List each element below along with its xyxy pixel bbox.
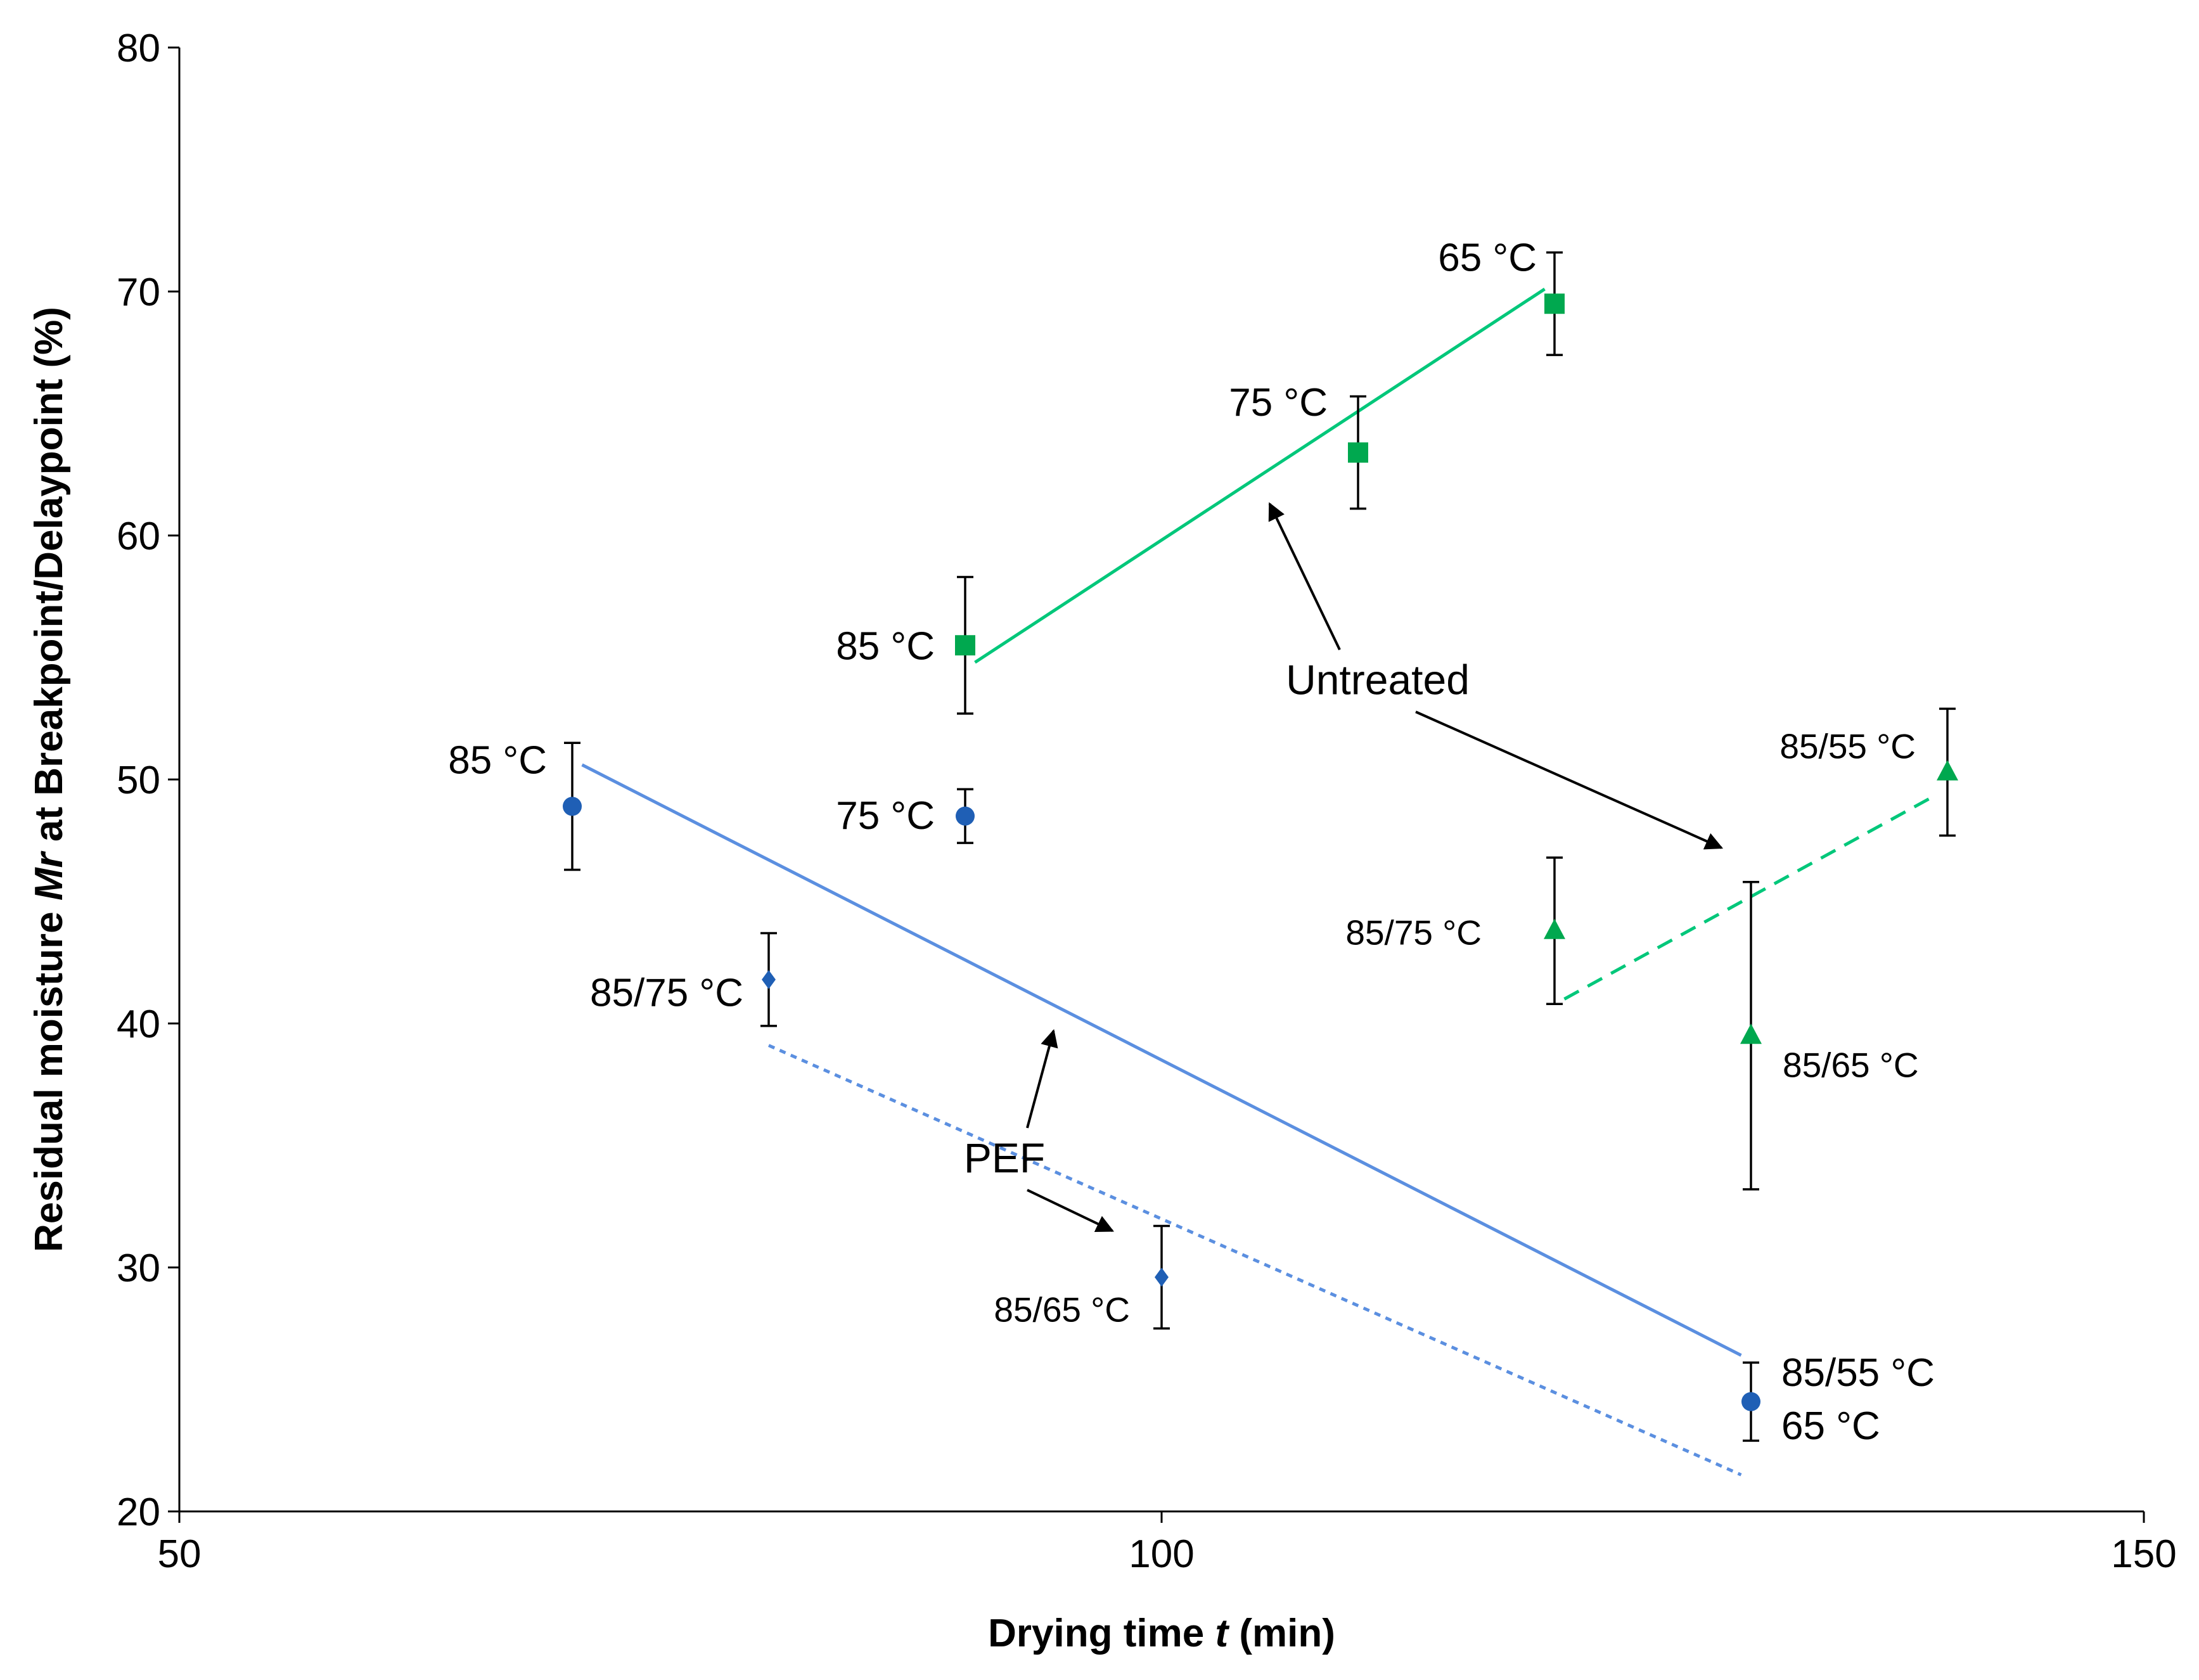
x-axis-title: Drying time t (min) (988, 1612, 1335, 1655)
data-point-circle (563, 797, 582, 816)
trendline-group (581, 288, 1939, 1477)
data-point-square (955, 635, 975, 656)
x-tick-label: 50 (158, 1532, 202, 1576)
data-point-label: 75 °C (1229, 381, 1328, 425)
data-point-circle (956, 806, 975, 826)
point-label-group: 85 °C 75 °C 65 °C 85/75 °C 85/65 °C 85/55 °C 8… (448, 236, 1935, 1448)
marker-group (563, 293, 1958, 1411)
y-tick-label: 60 (117, 515, 160, 558)
data-point-label: 85 °C (836, 624, 935, 668)
data-point-label: 85/75 °C (590, 971, 743, 1015)
annotation-arrow (1268, 502, 1341, 651)
data-point-square (1348, 442, 1368, 463)
data-point-triangle (1544, 918, 1565, 939)
pef-solid-trendline (581, 763, 1742, 1357)
annotation-arrow (1026, 1029, 1058, 1129)
data-point-label: 85/75 °C (1345, 913, 1482, 952)
data-point-label: 85/65 °C (1783, 1045, 1919, 1084)
untreated-dashed-trendline (1563, 792, 1939, 1001)
data-point-square (1544, 293, 1565, 314)
annotation-group: Untreated PEF (964, 502, 1724, 1233)
annotation-label: Untreated (1286, 656, 1470, 703)
annotation-arrow (1415, 710, 1724, 850)
annotation-arrow (1027, 1189, 1115, 1233)
data-point-label: 85/55 °C 65 °C (1781, 1351, 1935, 1448)
tick-group: 20 30 40 50 60 70 80 50 100 150 (117, 27, 2177, 1576)
data-point-label: 85/65 °C (994, 1290, 1130, 1329)
annotation-label: PEF (964, 1134, 1045, 1181)
data-point-label: 85 °C (448, 738, 547, 782)
data-point-circle (1741, 1392, 1760, 1411)
y-tick-label: 70 (117, 271, 160, 314)
error-bar-group (564, 251, 1956, 1442)
data-point-triangle (1740, 1023, 1762, 1044)
untreated-solid-trendline (974, 288, 1546, 664)
x-tick-label: 100 (1129, 1532, 1194, 1576)
y-axis-title: Residual moisture Mr at Breakpoint/Delay… (27, 307, 71, 1252)
y-tick-label: 50 (117, 759, 160, 802)
y-tick-label: 80 (117, 27, 160, 70)
y-tick-label: 20 (117, 1491, 160, 1534)
data-point-diamond (762, 970, 776, 989)
data-point-label: 75 °C (836, 794, 935, 838)
data-point-triangle (1937, 760, 1958, 781)
y-tick-label: 30 (117, 1247, 160, 1290)
data-point-label: 85/55 °C (1779, 726, 1916, 766)
data-point-label: 65 °C (1438, 236, 1537, 279)
data-point-diamond (1155, 1267, 1169, 1287)
y-tick-label: 40 (117, 1003, 160, 1046)
pef-dotted-trendline (767, 1044, 1742, 1477)
x-tick-label: 150 (2111, 1532, 2176, 1576)
